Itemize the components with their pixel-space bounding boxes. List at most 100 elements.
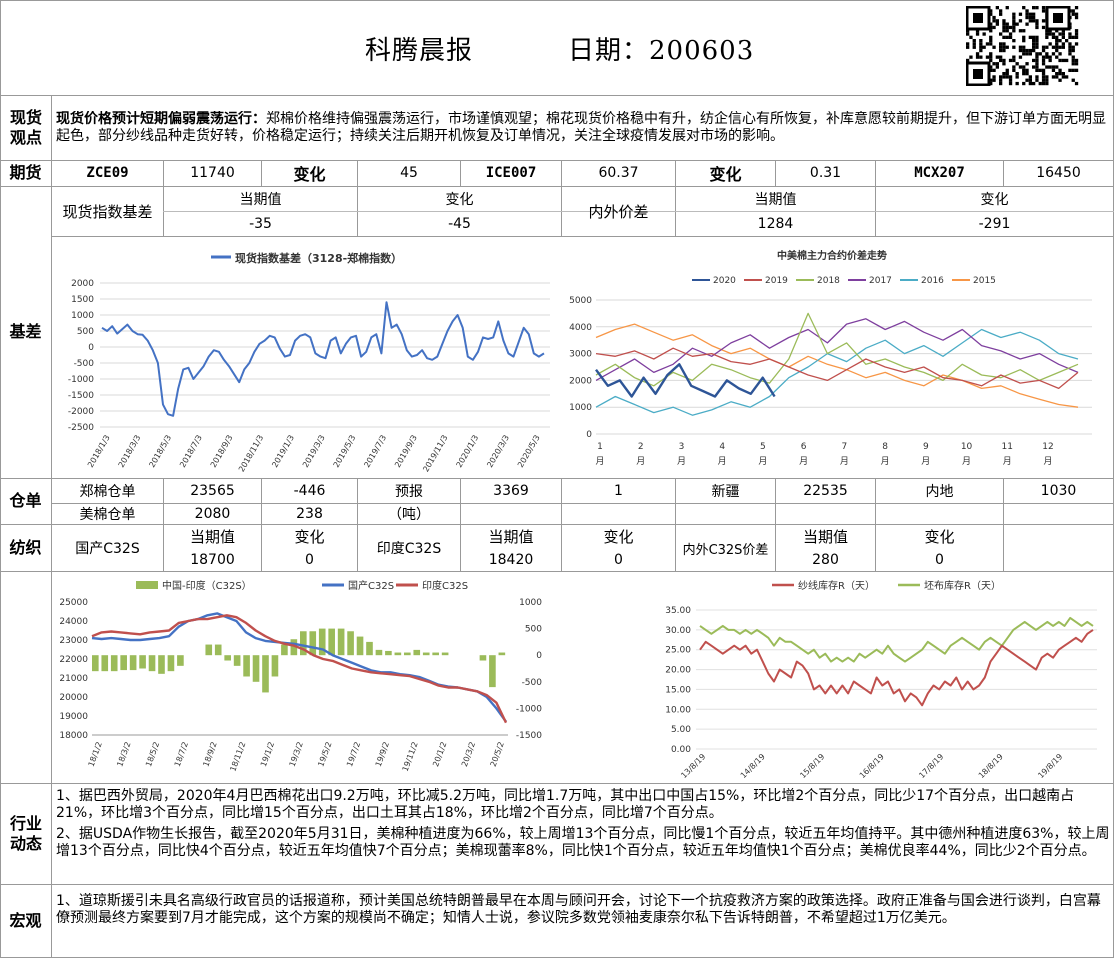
legend-label: 纱线库存R（天）: [798, 579, 875, 592]
inventory-chart: 纱线库存R（天） 坯布库存R（天） 35.00 30.00 25.00 20.00 15.0…: [665, 579, 1097, 780]
inland-value: 1030: [1040, 483, 1077, 499]
macro-label: 宏观: [9, 910, 42, 930]
spot-text: 现货价格预计短期偏弱震荡运行：郑棉价格维持偏强震荡运行，市场谨慎观望；棉花现货价…: [56, 111, 1108, 151]
x-tick: 15/8/19: [798, 752, 826, 780]
ind-chg: 0: [614, 551, 623, 568]
diff-bar: [158, 655, 165, 674]
diff-bar: [110, 655, 118, 672]
industry-label: 行业动态: [9, 814, 42, 853]
forecast-value: 3369: [493, 483, 529, 499]
x-tick: 6: [801, 442, 807, 452]
dom-chg-label: 变化: [294, 528, 325, 546]
x-tick: 2019/7/3: [362, 434, 388, 470]
dom-cur: 18700: [190, 551, 235, 568]
india-line: [91, 614, 508, 724]
x-tick: 2020/1/3: [455, 434, 481, 470]
diff-bar: [177, 655, 184, 666]
basis-cur-label: 当期值: [239, 192, 282, 208]
dom-label: 国产C32S: [75, 541, 140, 557]
ind-cur: 18420: [488, 551, 534, 568]
diff-bar: [92, 655, 99, 672]
futures-label: 期货: [9, 163, 42, 182]
mcx-code: MCX207: [914, 165, 965, 181]
report-title: 科腾晨报: [365, 36, 474, 66]
y-tick: -1000: [68, 375, 94, 385]
legend-label: 坯布库存R（天）: [924, 579, 1001, 592]
y-tick-right: 500: [525, 625, 542, 635]
legend-label: 国产C32S: [348, 579, 394, 592]
series-2017: [595, 318, 1079, 381]
ind-cur-label: 当期值: [488, 528, 534, 546]
x-tick: 14/8/19: [739, 752, 767, 780]
diff-bar: [233, 655, 241, 666]
y-tick-left: 18000: [59, 731, 88, 741]
y-tick-left: 20000: [59, 693, 88, 703]
x-tick: 12: [1042, 442, 1053, 452]
diff-bar: [394, 652, 402, 656]
x-tick: 1: [597, 442, 603, 452]
x-tick: 19/5/2: [316, 741, 333, 768]
y-tick-left: 24000: [59, 617, 88, 627]
y-tick: 5000: [569, 296, 592, 306]
diff-bar: [366, 641, 373, 656]
series-2020: [595, 363, 776, 398]
x-tick: 2018/9/3: [209, 434, 235, 470]
x-tick: 2018/7/3: [178, 434, 204, 470]
diff-bar: [101, 655, 109, 672]
diff-bar: [300, 631, 307, 656]
x-tick: 2018/11/3: [237, 434, 265, 473]
x-tick: 2019/3/3: [301, 434, 327, 470]
x-tick: 18/3/2: [115, 741, 132, 768]
x-tick: 4: [719, 442, 725, 452]
spot-body: 郑棉价格维持偏强震荡运行，市场谨慎观望；棉花现货价格稳中有升，纺企信心有所恢复，…: [56, 111, 1106, 144]
x-tick: 2020/3/3: [485, 434, 511, 470]
basis-chg-label: 变化: [445, 192, 474, 208]
diff-bar: [356, 636, 364, 656]
x-tick: 2019/1/3: [270, 434, 296, 470]
x-tick-unit: 月: [758, 456, 767, 467]
diff-bar: [262, 655, 269, 693]
legend-label: 2018: [817, 276, 840, 286]
diff-bar: [120, 655, 127, 671]
legend-label: 2019: [765, 276, 788, 286]
diff-bar: [489, 655, 496, 688]
forecast-unit: （吨）: [388, 507, 430, 523]
us-value: 2080: [194, 506, 231, 522]
diff-bar: [214, 644, 222, 656]
y-tick-right: -1500: [516, 731, 542, 741]
diff-bar: [224, 655, 231, 661]
x-tick: 13/8/19: [679, 752, 707, 780]
x-tick: 11: [1002, 442, 1013, 452]
xinjiang-value: 22535: [803, 483, 848, 499]
y-tick-left: 19000: [59, 712, 88, 722]
x-tick: 18/8/19: [977, 752, 1005, 780]
x-tick-unit: 月: [1043, 456, 1052, 467]
y-tick: 2000: [71, 279, 94, 289]
basis-row-label: 现货指数基差: [62, 203, 153, 221]
ind-label: 印度C32S: [376, 541, 442, 557]
legend-label: 2016: [921, 276, 944, 286]
y-tick: 30.00: [665, 626, 691, 636]
y-tick: 1000: [569, 403, 592, 413]
y-tick: 0: [586, 430, 592, 440]
x-tick-unit: 月: [718, 456, 727, 467]
x-tick: 2018/1/3: [86, 434, 112, 470]
qr-code-icon: [965, 5, 1079, 87]
ice-change-label: 变化: [709, 165, 742, 184]
legend-swatch: [136, 581, 158, 589]
diff-chg-label: 变化: [924, 528, 955, 546]
y-tick: 35.00: [665, 606, 691, 616]
industry-p2: 2、据USDA作物生长报告，截至2020年5月31日，美棉种植进度为66%，较上…: [56, 826, 1110, 859]
diff-bar: [441, 652, 449, 656]
y-tick: 1000: [71, 311, 94, 321]
diff-bar: [328, 628, 335, 656]
diff-bar: [290, 639, 298, 656]
y-tick-left: 21000: [59, 674, 88, 684]
series-2015: [595, 323, 1079, 408]
inout-cur-label: 当期值: [754, 192, 797, 208]
x-tick: 2020/5/3: [516, 434, 542, 470]
x-tick: 20/1/2: [431, 741, 448, 768]
x-tick: 2018/3/3: [117, 434, 143, 470]
yarn-price-chart: 中国-印度（C32S） 国产C32S 印度C32S 25000 24000 23000 22…: [59, 579, 542, 773]
